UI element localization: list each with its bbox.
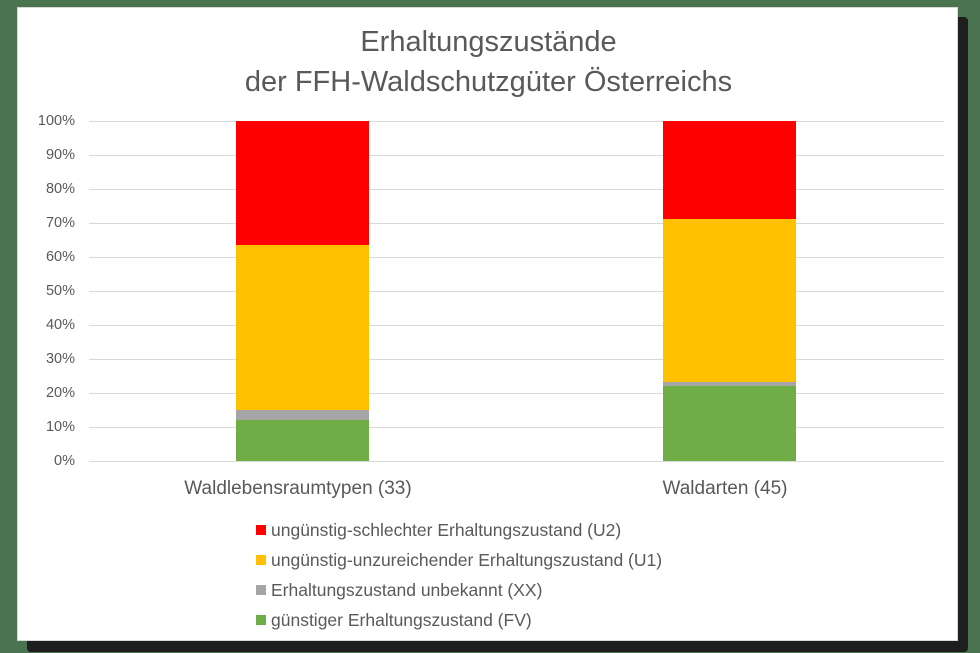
stacked-bar (663, 121, 796, 461)
bar-segment (236, 409, 369, 420)
y-axis-tick-label: 80% (45, 181, 75, 197)
plot-area: 0% 10% 20% 30% 40% 50% 60% 70% 80% 90% 100% (38, 113, 944, 469)
y-axis-tick-label: 0% (54, 453, 75, 469)
x-axis-label-waldarten: Waldarten (45) (662, 478, 788, 499)
y-axis-tick-label: 60% (45, 249, 75, 265)
gridline (89, 461, 944, 462)
bar-segment (236, 121, 369, 245)
chart-title-line-2: der FFH-Waldschutzgüter Österreichs (244, 66, 733, 98)
y-axis-tick-label: 20% (45, 385, 75, 401)
gridline (89, 325, 944, 326)
bar-segment (236, 244, 369, 410)
gridline (89, 393, 944, 394)
legend-item-u2: ungünstig-schlechter Erhaltungszustand (… (256, 515, 662, 545)
gridline (89, 189, 944, 190)
legend-label: ungünstig-unzureichender Erhaltungszusta… (271, 549, 663, 570)
bar-segment (663, 381, 796, 386)
y-axis-tick-label: 10% (45, 419, 75, 435)
bar-segment (236, 419, 369, 461)
legend-label: Erhaltungszustand unbekannt (XX) (271, 579, 543, 600)
legend-item-fv: günstiger Erhaltungszustand (FV) (256, 605, 662, 635)
y-axis-tick-label: 50% (45, 283, 75, 299)
legend-label: ungünstig-schlechter Erhaltungszustand (… (271, 519, 622, 540)
gridline (89, 121, 944, 122)
gridline (89, 427, 944, 428)
gridline (89, 291, 944, 292)
legend-swatch-yellow (256, 555, 266, 565)
y-axis-tick-label: 100% (37, 113, 75, 129)
legend-item-xx: Erhaltungszustand unbekannt (XX) (256, 575, 662, 605)
legend-item-u1: ungünstig-unzureichender Erhaltungszusta… (256, 545, 662, 575)
gridline (89, 223, 944, 224)
y-axis-tick-label: 90% (45, 147, 75, 163)
x-axis-label-waldlebensraumtypen: Waldlebensraumtypen (33) (184, 478, 412, 499)
legend-swatch-green (256, 615, 266, 625)
gridline (89, 155, 944, 156)
bar-segment (663, 385, 796, 461)
y-axis-tick-label: 40% (45, 317, 75, 333)
y-axis-tick-label: 30% (45, 351, 75, 367)
chart-title-line-1: Erhaltungszustände (360, 26, 617, 58)
bar-segment (663, 219, 796, 382)
legend-swatch-red (256, 525, 266, 535)
gridline (89, 359, 944, 360)
legend-swatch-gray (256, 585, 266, 595)
stacked-bar (236, 121, 369, 461)
legend: ungünstig-schlechter Erhaltungszustand (… (256, 515, 662, 635)
chart-card: Erhaltungszustände der FFH-Waldschutzgüt… (17, 7, 958, 641)
legend-label: günstiger Erhaltungszustand (FV) (271, 609, 532, 630)
gridline (89, 257, 944, 258)
y-axis-tick-label: 70% (45, 215, 75, 231)
bar-segment (663, 121, 796, 220)
